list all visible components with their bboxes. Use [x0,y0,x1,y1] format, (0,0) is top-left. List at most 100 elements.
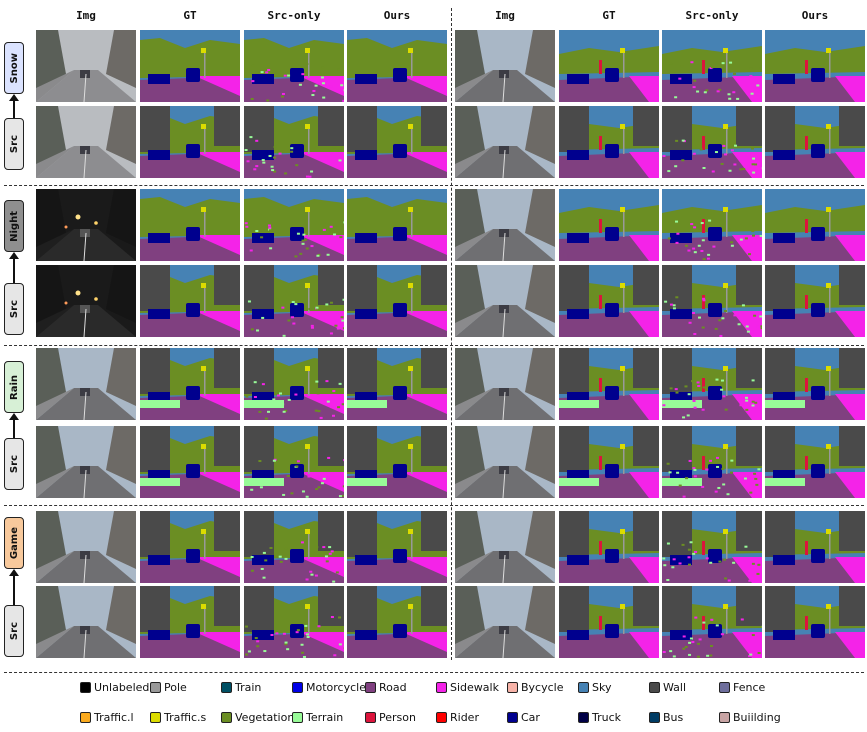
legend-swatch [507,682,518,693]
source-tag: Src [4,605,24,657]
legend-swatch [436,682,447,693]
segmentation-map [244,265,344,337]
legend-label: Terrain [306,711,344,724]
input-image [36,348,136,420]
adaptation-arrow [9,569,19,605]
legend-item: Rider [436,711,479,724]
legend-label: Pole [164,681,187,694]
legend-swatch [578,712,589,723]
horizontal-divider [4,505,864,506]
input-image [36,30,136,102]
column-header: Img [495,9,515,22]
legend-item: Motorcycle [292,681,366,694]
legend-label: Train [235,681,262,694]
legend-swatch [292,682,303,693]
segmentation-map [559,511,659,583]
segmentation-map [662,189,762,261]
segmentation-map [765,348,865,420]
legend-item: Pole [150,681,187,694]
legend-swatch [221,712,232,723]
legend-label: Wall [663,681,687,694]
legend-swatch [719,712,730,723]
legend-item: Buiilding [719,711,781,724]
segmentation-map [347,189,447,261]
column-header: GT [183,9,197,22]
segmentation-map [559,586,659,658]
legend-label: Unlabeled [94,681,150,694]
legend-label: Bycycle [521,681,564,694]
legend-swatch [719,682,730,693]
domain-label: Rain [8,374,20,400]
segmentation-map [347,426,447,498]
column-header: Ours [383,9,411,22]
segmentation-map [347,106,447,178]
legend-swatch [150,682,161,693]
adaptation-arrow [9,252,19,283]
segmentation-map [765,586,865,658]
horizontal-divider [4,185,864,186]
legend-label: Truck [592,711,622,724]
segmentation-map [765,189,865,261]
legend-swatch [436,712,447,723]
input-image [455,511,555,583]
legend-label: Motorcycle [306,681,366,694]
legend-item: Bycycle [507,681,564,694]
legend-label: Bus [663,711,684,724]
legend-item: Person [365,711,416,724]
legend-item: Sidewalk [436,681,499,694]
horizontal-divider [4,345,864,346]
segmentation-map [662,348,762,420]
column-header: GT [602,9,616,22]
input-image [455,106,555,178]
source-tag: Src [4,283,24,335]
legend-swatch [578,682,589,693]
domain-label: Night [8,210,20,242]
segmentation-map [559,265,659,337]
horizontal-divider [4,672,864,673]
legend-item: Wall [649,681,686,694]
input-image [455,426,555,498]
domain-tag: Game [4,517,24,569]
segmentation-map [559,348,659,420]
input-image [36,426,136,498]
segmentation-map [244,586,344,658]
segmentation-map [559,189,659,261]
segmentation-map [244,511,344,583]
legend-label: Buiilding [733,711,781,724]
segmentation-map [347,348,447,420]
legend-label: Rider [450,711,479,724]
legend-swatch [365,712,376,723]
vertical-divider [451,8,452,660]
segmentation-map [662,106,762,178]
column-header: Ours [801,9,829,22]
adaptation-arrow [9,413,19,438]
input-image [36,189,136,261]
legend-label: Car [521,711,540,724]
source-tag: Src [4,438,24,490]
segmentation-map [559,106,659,178]
legend-label: Road [379,681,407,694]
legend-label: Traffic.s [164,711,207,724]
legend-item: Car [507,711,540,724]
legend-item: Traffic.l [80,711,134,724]
segmentation-map [662,586,762,658]
column-header: Src-only [685,9,739,22]
input-image [455,265,555,337]
segmentation-map [765,106,865,178]
segmentation-map [140,30,240,102]
segmentation-map [140,511,240,583]
legend-swatch [80,682,91,693]
segmentation-map [140,348,240,420]
adaptation-arrow [9,94,19,118]
legend-item: Train [221,681,261,694]
legend-item: Vegetation [221,711,294,724]
legend-label: Sky [592,681,612,694]
domain-tag: Night [4,200,24,252]
source-label: Src [8,134,20,154]
domain-tag: Snow [4,42,24,94]
column-header: Img [76,9,96,22]
segmentation-map [765,265,865,337]
legend-swatch [80,712,91,723]
segmentation-map [347,511,447,583]
legend-label: Person [379,711,416,724]
